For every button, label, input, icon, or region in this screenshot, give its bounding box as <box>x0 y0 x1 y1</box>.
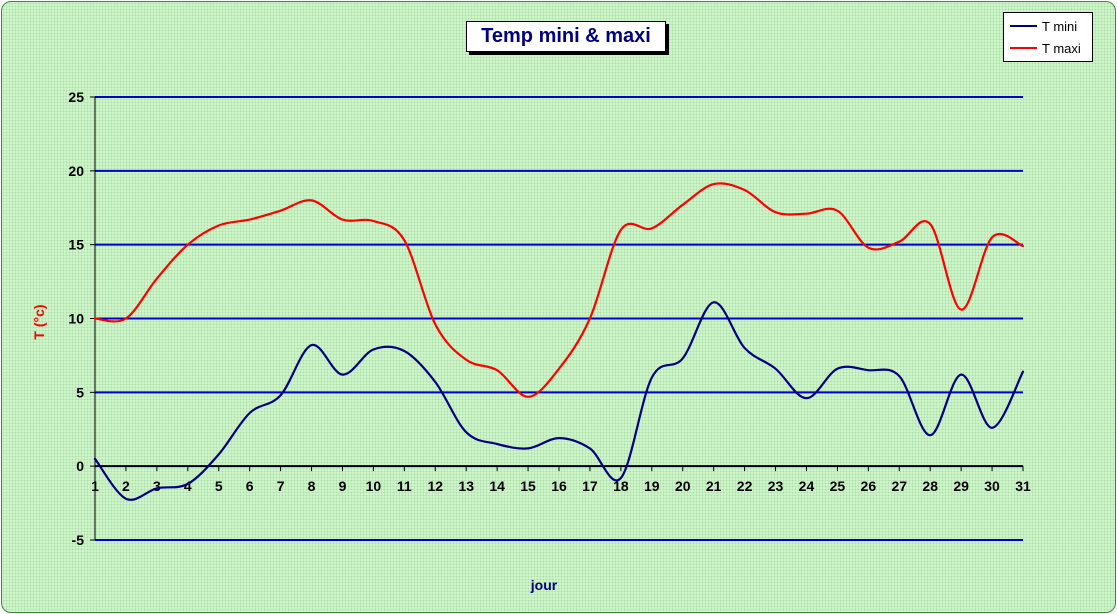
series-lines <box>93 182 1025 501</box>
x-tick-label: 20 <box>675 478 691 494</box>
x-tick-label: 28 <box>922 478 938 494</box>
y-tick-labels: -5 0 5 10 15 20 25 <box>68 89 84 548</box>
x-tick-label: 7 <box>277 478 285 494</box>
x-tick-label: 29 <box>953 478 969 494</box>
x-tick-label: 23 <box>768 478 784 494</box>
x-tick-label: 6 <box>246 478 254 494</box>
legend-item-t-mini: T mini <box>1010 17 1077 35</box>
x-tick-label: 18 <box>613 478 629 494</box>
x-tick-label: 10 <box>366 478 382 494</box>
x-tick-labels: 1 2 3 4 5 6 7 8 9 10 11 12 13 14 15 16 17 18 19 20 21 22 23 24 2… <box>91 478 1031 494</box>
x-tick-label: 22 <box>737 478 753 494</box>
x-tick-label: 24 <box>799 478 815 494</box>
x-tick-label: 12 <box>427 478 443 494</box>
x-tick-label: 14 <box>489 478 505 494</box>
legend-label-t-mini: T mini <box>1042 18 1078 34</box>
x-tick-label: 17 <box>582 478 598 494</box>
series-line-t-maxi <box>93 182 1025 398</box>
chart-title: Temp mini & maxi <box>466 21 666 52</box>
x-tick-label: 9 <box>339 478 347 494</box>
y-tick-label: 10 <box>68 311 84 327</box>
x-tick-label: 15 <box>520 478 536 494</box>
x-tick-label: 19 <box>644 478 660 494</box>
x-tick-label: 2 <box>122 478 130 494</box>
x-tick-label: 25 <box>830 478 846 494</box>
x-tick-label: 3 <box>153 478 161 494</box>
y-tick-label: 0 <box>76 458 84 474</box>
y-tick-label: 20 <box>68 163 84 179</box>
legend-swatch-t-mini <box>1010 25 1037 27</box>
x-axis-title: jour <box>530 577 558 593</box>
y-tick-label: -5 <box>72 532 85 548</box>
x-tick-label: 8 <box>308 478 316 494</box>
x-tick-label: 30 <box>984 478 1000 494</box>
y-tick-label: 5 <box>76 384 84 400</box>
y-tick-label: 25 <box>68 89 84 105</box>
y-axis-title: T (°c) <box>31 304 47 339</box>
x-tick-label: 31 <box>1015 478 1031 494</box>
x-tick-label: 16 <box>551 478 567 494</box>
legend-label-t-maxi: T maxi <box>1042 40 1081 56</box>
legend-item-t-maxi: T maxi <box>1010 39 1081 57</box>
gridlines <box>95 96 1023 541</box>
series-line-t-mini <box>93 301 1025 501</box>
x-tick-label: 11 <box>397 478 412 494</box>
y-tick-label: 15 <box>68 237 84 253</box>
legend-swatch-t-maxi <box>1010 47 1037 49</box>
x-tick-label: 27 <box>891 478 907 494</box>
x-tick-label: 5 <box>215 478 223 494</box>
x-tick-label: 26 <box>861 478 877 494</box>
x-tick-label: 4 <box>184 478 192 494</box>
x-tick-label: 21 <box>706 478 722 494</box>
legend: T mini T maxi <box>1003 12 1093 62</box>
x-tick-label: 1 <box>91 478 99 494</box>
x-tick-label: 13 <box>458 478 474 494</box>
